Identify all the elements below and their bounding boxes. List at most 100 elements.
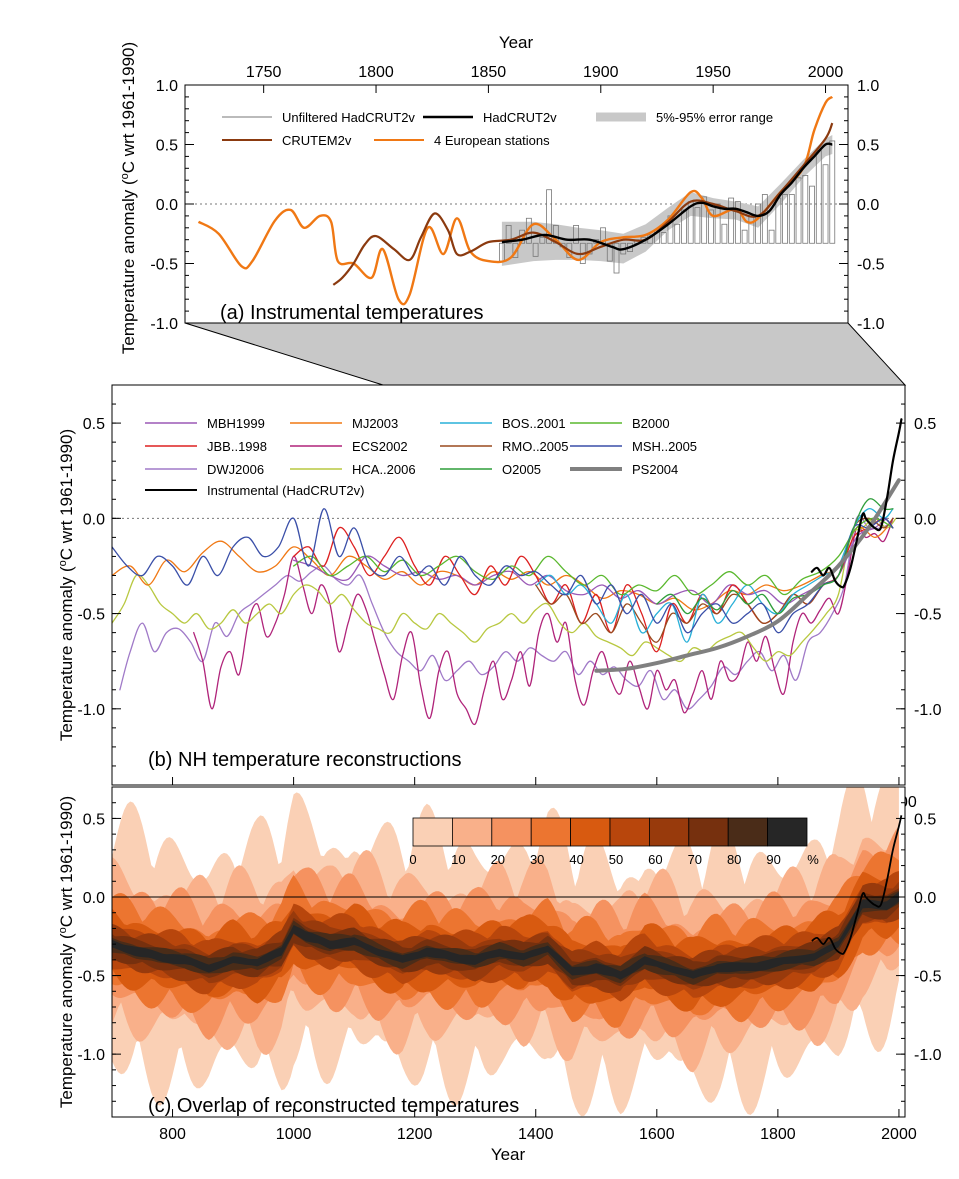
colorbar-swatch-80 (727, 817, 769, 847)
x-tick-label: 1900 (583, 64, 619, 81)
colorbar-swatch-0 (412, 817, 453, 847)
y-tick-label-left: -0.5 (150, 257, 178, 274)
colorbar-label: 60 (648, 852, 662, 867)
unfiltered-bar (761, 194, 768, 244)
unfiltered-bar (512, 242, 519, 258)
colorbar: 0 10 20 30 40 50 60 70 80 90% (409, 817, 819, 867)
x-tick-label: 800 (159, 1126, 186, 1143)
unfiltered-bar (822, 164, 829, 244)
unfiltered-bar (708, 209, 714, 244)
unfiltered-bar (721, 223, 728, 244)
unfiltered-bar (674, 223, 681, 244)
unfiltered-bar (728, 197, 735, 244)
colorbar-label: 80 (727, 852, 741, 867)
y-tick-label-left: -1.0 (77, 702, 105, 719)
panel-b-frame (111, 384, 906, 786)
unfiltered-bar (782, 194, 788, 244)
legend-label-a2: 5%-95% error range (656, 110, 773, 125)
colorbar-label: 10 (451, 852, 465, 867)
x-tick-label: 1750 (246, 64, 282, 81)
unfiltered-bar (809, 185, 815, 244)
y-tick-label-right: -0.5 (857, 257, 885, 274)
legend-label-b10: O2005 (502, 462, 541, 477)
unfiltered-bar (613, 242, 620, 274)
colorbar-label: 0 (409, 852, 416, 867)
colorbar-swatch-30 (530, 817, 572, 847)
unfiltered-bar (694, 207, 701, 244)
colorbar-label: 70 (688, 852, 702, 867)
colorbar-swatch-70 (688, 817, 729, 847)
colorbar-swatch-10 (451, 817, 493, 847)
unfiltered-bar (532, 242, 539, 257)
panel-a-ylabel: Temperature anomaly (oC wrt 1961-1990) (119, 42, 138, 354)
y-tick-label-left: 1.0 (156, 78, 178, 95)
unfiltered-bar (741, 229, 748, 244)
x-tick-label: 1800 (358, 64, 394, 81)
colorbar-swatch-40 (570, 817, 611, 847)
legend-label-b11: PS2004 (632, 462, 678, 477)
panel-a: 1750 1800 1850 1900 1950 2000 -1.0 -1.0 -0.5 -0.5… (119, 33, 885, 354)
x-tick-label: 1950 (695, 64, 731, 81)
series-instrumental-hadcrut2v- (810, 418, 903, 589)
legend-label-b0: MBH1999 (207, 416, 265, 431)
colorbar-label: 30 (530, 852, 544, 867)
x-tick-label: 1850 (471, 64, 507, 81)
colorbar-label: 50 (609, 852, 623, 867)
series-dwj2006 (119, 514, 894, 710)
y-tick-label-right: -1.0 (914, 1047, 942, 1064)
y-tick-label-right: 0.0 (914, 890, 936, 907)
panel-c-ylabel: Temperature anomaly (oC wrt 1961-1990) (57, 796, 76, 1108)
legend-label-b7: MSH..2005 (632, 439, 697, 454)
panel-c: 800 1000 1200 1400 1600 1800 2000-1.0 -1.0-0.5-… (57, 786, 942, 1164)
zoom-connector (184, 322, 907, 386)
legend-label-a3: CRUTEM2v (282, 133, 352, 148)
panel-c-frame (111, 786, 906, 1118)
instrumental-line (811, 815, 903, 955)
legend-label-b1: MJ2003 (352, 416, 398, 431)
x-tick-label: 2000 (881, 1126, 917, 1143)
series-ecs2002 (193, 517, 894, 726)
series-crutem2v (332, 122, 834, 286)
y-tick-label-right: 0.5 (857, 138, 879, 155)
colorbar-swatch-90 (767, 817, 808, 847)
colorbar-swatch-60 (649, 817, 690, 847)
panel-c-xlabel: Year (491, 1145, 526, 1164)
legend-label-b2: BOS..2001 (502, 416, 566, 431)
x-tick-label: 1000 (276, 1126, 312, 1143)
y-tick-label-right: 0.0 (914, 511, 936, 528)
legend-label-a0: Unfiltered HadCRUT2v (282, 110, 415, 125)
legend-label-b9: HCA..2006 (352, 462, 416, 477)
y-tick-label-left: -0.5 (77, 969, 105, 986)
unfiltered-bar (701, 196, 708, 244)
series-4-european-stations (197, 95, 834, 306)
series-msh-2005 (112, 508, 894, 634)
y-tick-label-right: -1.0 (857, 316, 885, 333)
unfiltered-bar (829, 140, 836, 244)
y-tick-label-right: 1.0 (857, 78, 879, 95)
legend-label-b4: JBB..1998 (207, 439, 267, 454)
legend-label-b3: B2000 (632, 416, 670, 431)
legend-label-a1: HadCRUT2v (483, 110, 557, 125)
colorbar-label: % (807, 852, 819, 867)
legend-label-b6: RMO..2005 (502, 439, 568, 454)
colorbar-swatch-20 (491, 817, 532, 847)
unfiltered-bar (802, 175, 809, 244)
y-tick-label-right: 0.0 (857, 197, 879, 214)
y-tick-label-left: -0.5 (77, 607, 105, 624)
unfiltered-bar (795, 177, 802, 244)
y-tick-label-left: 0.0 (156, 197, 178, 214)
x-tick-label: 1600 (639, 1126, 675, 1143)
series-o2005 (656, 498, 894, 615)
y-tick-label-right: -0.5 (914, 607, 942, 624)
x-tick-label: 2000 (808, 64, 844, 81)
y-tick-label-left: 0.5 (83, 811, 105, 828)
y-tick-label-right: -0.5 (914, 969, 942, 986)
panel-b-title: (b) NH temperature reconstructions (148, 749, 461, 771)
panel-b: 800100012001400160018002000-1.0-1.0-0.5-… (57, 384, 942, 811)
unfiltered-bar (660, 232, 667, 244)
series-ps2004 (594, 478, 901, 673)
y-tick-label-left: -1.0 (77, 1047, 105, 1064)
panel-a-top-xlabel: Year (499, 33, 534, 52)
series-mbh1999 (292, 517, 888, 605)
